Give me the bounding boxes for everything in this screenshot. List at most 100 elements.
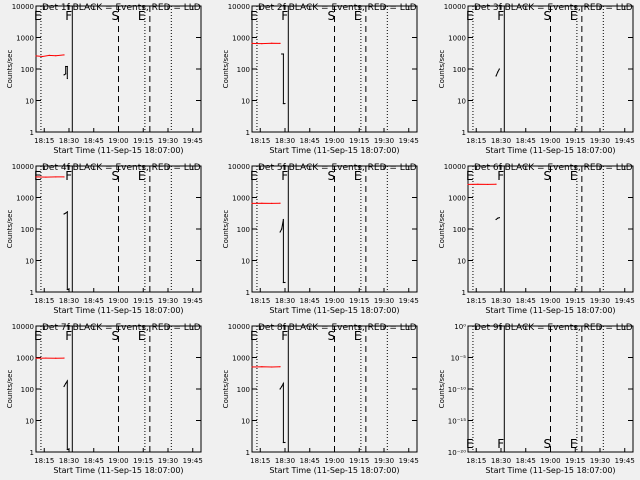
x-tick-label: 18:30 — [275, 137, 295, 145]
y-tick-label: 100 — [21, 66, 34, 74]
x-tick-label: 19:15 — [133, 297, 153, 305]
series-point — [42, 55, 44, 58]
chart-title: Det 8f BLACK = Events, RED = LLD — [258, 323, 417, 333]
x-axis-label: Start Time (11-Sep-15 18:07:00) — [269, 466, 399, 475]
series-point — [63, 74, 65, 76]
series-point — [66, 288, 68, 291]
series-point — [68, 288, 70, 291]
x-tick-label: 18:30 — [491, 457, 511, 465]
marker-label: S — [328, 9, 336, 23]
y-tick-label: 10000 — [444, 163, 466, 171]
series-point — [282, 102, 284, 105]
x-tick-label: 19:45 — [183, 137, 203, 145]
series-point — [65, 65, 67, 68]
y-tick-label: 10000 — [12, 163, 34, 171]
x-tick-label: 18:15 — [34, 137, 54, 145]
y-tick-label: 1 — [30, 449, 34, 457]
marker-label: S — [544, 9, 552, 23]
series-point — [279, 231, 281, 233]
chart-panel-9: Det 9f BLACK = Events, RED = LLD Counts/s… — [438, 323, 635, 475]
y-axis-label: Counts/sec — [438, 50, 446, 89]
series-point — [251, 366, 253, 368]
marker-label: E — [466, 437, 474, 451]
x-tick-label: 18:45 — [516, 457, 536, 465]
marker-label: E — [354, 9, 362, 23]
y-tick-label: 10⁻¹⁵ — [448, 418, 466, 426]
x-tick-label: 19:30 — [590, 137, 610, 145]
series-point — [281, 53, 283, 55]
chart-title: Det 2f BLACK = Events, RED = LLD — [258, 3, 417, 13]
y-tick-label: 1 — [246, 449, 250, 457]
series-line-black — [63, 379, 69, 450]
x-tick-label: 19:00 — [108, 137, 128, 145]
x-tick-label: 18:30 — [59, 137, 79, 145]
x-tick-label: 19:00 — [324, 137, 344, 145]
marker-label: S — [112, 9, 120, 23]
x-tick-label: 19:30 — [158, 297, 178, 305]
series-point — [271, 366, 273, 368]
series-point — [487, 183, 489, 186]
marker-label: E — [138, 9, 146, 23]
series-point — [48, 54, 50, 57]
x-tick-label: 18:15 — [250, 457, 270, 465]
y-tick-label: 1 — [246, 289, 250, 297]
y-tick-label: 10000 — [228, 323, 250, 331]
x-tick-label: 19:30 — [158, 457, 178, 465]
series-point — [63, 213, 65, 215]
y-tick-label: 10000 — [12, 323, 34, 331]
x-tick-label: 19:30 — [374, 137, 394, 145]
series-point — [282, 382, 284, 385]
series-point — [63, 385, 65, 388]
x-tick-label: 18:30 — [275, 297, 295, 305]
x-tick-label: 19:15 — [349, 297, 369, 305]
series-point — [282, 281, 284, 284]
y-tick-label: 10 — [241, 258, 250, 266]
series-point — [284, 441, 286, 444]
y-tick-label: 1000 — [448, 195, 466, 203]
marker-label: E — [250, 169, 258, 183]
chart-title: Det 9f BLACK = Events, RED = LLD — [474, 323, 633, 333]
series-point — [497, 71, 499, 73]
x-axis-label: Start Time (11-Sep-15 18:07:00) — [485, 466, 615, 475]
y-tick-label: 100 — [453, 226, 466, 234]
x-tick-label: 19:30 — [590, 297, 610, 305]
series-point — [55, 357, 57, 359]
marker-label: E — [34, 9, 42, 23]
y-axis-label: Counts/sec — [438, 370, 446, 409]
x-tick-label: 19:30 — [374, 297, 394, 305]
series-point — [467, 183, 469, 186]
marker-label: E — [570, 9, 578, 23]
series-point — [251, 42, 253, 44]
x-tick-label: 19:00 — [108, 457, 128, 465]
x-tick-label: 19:00 — [324, 297, 344, 305]
y-tick-label: 1000 — [16, 355, 34, 363]
x-tick-label: 19:45 — [399, 297, 419, 305]
marker-label: S — [328, 169, 336, 183]
series-point — [261, 43, 263, 45]
x-tick-label: 19:45 — [615, 457, 635, 465]
x-tick-label: 19:15 — [349, 137, 369, 145]
y-tick-label: 1000 — [232, 195, 250, 203]
y-tick-label: 100 — [237, 386, 250, 394]
series-point — [284, 102, 286, 105]
chart-panel-2: Det 2f BLACK = Events, RED = LLD Counts/s… — [222, 3, 419, 155]
series-point — [65, 73, 67, 75]
x-tick-label: 18:45 — [300, 137, 320, 145]
series-point — [45, 176, 47, 178]
marker-label: S — [544, 437, 552, 451]
series-point — [497, 217, 499, 219]
series-point — [45, 357, 47, 359]
x-axis-label: Start Time (11-Sep-15 18:07:00) — [53, 306, 183, 315]
series-point — [282, 218, 284, 221]
y-tick-label: 10 — [25, 418, 34, 426]
x-tick-label: 18:30 — [491, 297, 511, 305]
series-point — [35, 55, 37, 57]
chart-panel-3: Det 3f BLACK = Events, RED = LLD Counts/s… — [438, 3, 635, 155]
x-tick-label: 18:45 — [84, 137, 104, 145]
y-tick-label: 1000 — [16, 35, 34, 43]
series-point — [284, 281, 286, 284]
x-tick-label: 19:00 — [108, 297, 128, 305]
x-tick-label: 18:30 — [275, 457, 295, 465]
x-tick-label: 18:15 — [34, 457, 54, 465]
series-point — [495, 183, 497, 185]
